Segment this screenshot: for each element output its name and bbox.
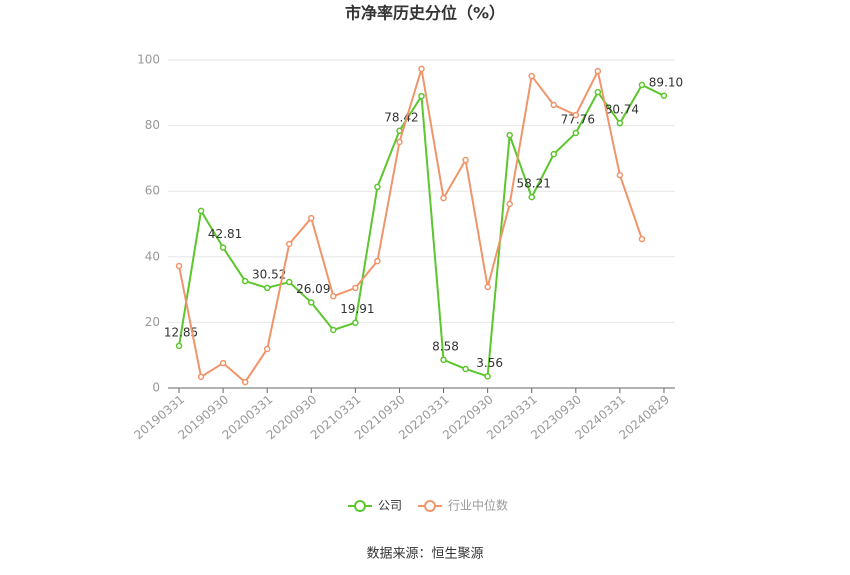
point	[528, 193, 535, 201]
point	[219, 359, 227, 367]
point	[440, 356, 447, 364]
point	[330, 326, 337, 334]
legend-label: 行业中位数	[448, 498, 508, 513]
point	[285, 240, 293, 248]
y-tick-label: 40	[145, 249, 160, 263]
point	[638, 235, 646, 243]
data-label: 3.56	[476, 356, 503, 370]
y-tick-label: 80	[145, 118, 160, 132]
point	[550, 150, 558, 158]
point	[241, 378, 249, 386]
point	[219, 244, 227, 251]
point	[506, 131, 513, 139]
point	[616, 119, 624, 127]
point	[308, 299, 315, 306]
point	[175, 262, 183, 270]
point	[462, 156, 469, 164]
point	[484, 373, 491, 380]
y-tick-label: 0	[152, 381, 160, 395]
point	[418, 65, 425, 73]
series-line	[178, 68, 643, 384]
point	[616, 171, 624, 179]
data-label: 19.91	[340, 302, 374, 316]
point	[572, 129, 580, 137]
point	[197, 207, 205, 215]
series-line	[178, 83, 665, 378]
point	[308, 214, 315, 222]
point	[506, 200, 513, 208]
point	[550, 101, 558, 109]
point	[352, 284, 359, 292]
data-label: 8.58	[432, 339, 459, 353]
point	[528, 72, 535, 80]
y-tick-label: 60	[145, 184, 160, 198]
chart-title: 市净率历史分位（%）	[345, 4, 505, 23]
data-label: 80.74	[605, 103, 639, 117]
point	[638, 81, 646, 89]
point	[197, 373, 205, 381]
point	[175, 342, 183, 350]
data-label: 89.10	[649, 75, 683, 89]
legend-marker	[424, 500, 437, 512]
point	[440, 194, 447, 202]
point	[263, 284, 271, 292]
data-label: 42.81	[208, 227, 242, 241]
point	[374, 257, 381, 265]
point	[462, 365, 469, 373]
data-label: 12.85	[164, 325, 198, 339]
legend-marker	[354, 500, 366, 512]
point	[594, 67, 602, 75]
point	[352, 319, 359, 326]
point	[330, 292, 337, 300]
data-label: 30.52	[252, 267, 286, 281]
y-tick-label: 20	[145, 315, 160, 329]
y-tick-label: 100	[137, 53, 160, 67]
point	[572, 111, 580, 119]
point	[594, 88, 602, 96]
data-label: 77.76	[561, 112, 595, 126]
data-label: 78.42	[384, 110, 418, 124]
source: 数据来源：恒生聚源	[366, 547, 483, 562]
data-label: 58.21	[517, 177, 551, 191]
point	[396, 138, 403, 146]
point	[241, 277, 249, 285]
point	[418, 92, 425, 100]
point	[285, 278, 293, 286]
point	[396, 127, 403, 135]
data-label: 26.09	[296, 282, 330, 296]
point	[263, 345, 271, 353]
point	[660, 92, 668, 100]
point	[484, 283, 491, 291]
legend-label: 公司	[378, 499, 402, 513]
point	[374, 183, 381, 191]
